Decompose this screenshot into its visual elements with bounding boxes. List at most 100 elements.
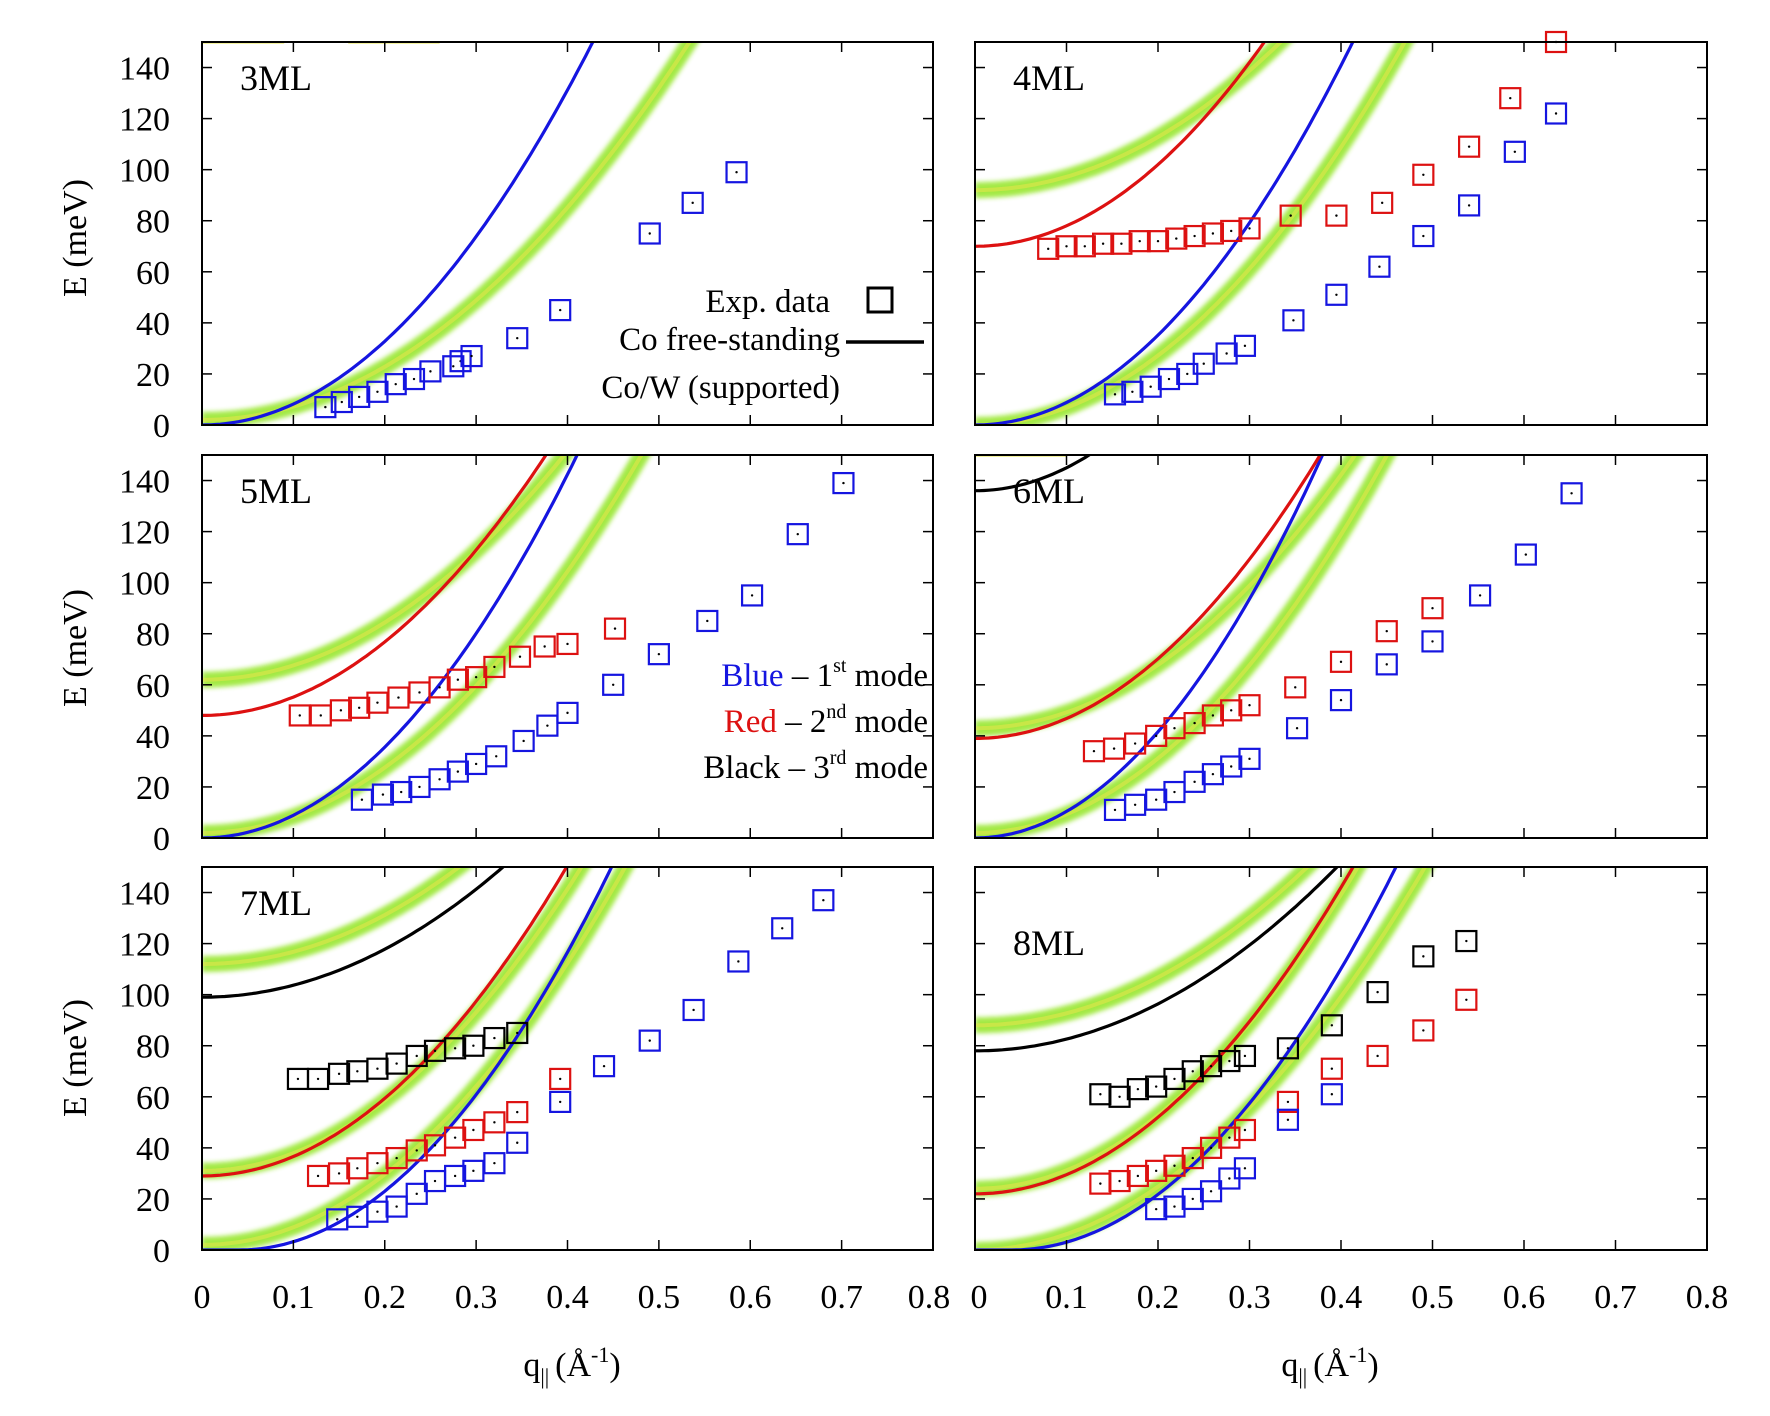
exp-point-black	[1276, 1037, 1300, 1060]
exp-point-blue	[1220, 755, 1243, 778]
exp-point-black	[286, 1067, 310, 1091]
exp-point-black	[346, 1060, 369, 1083]
exp-point-blue	[681, 191, 704, 214]
exp-point-red	[1457, 135, 1481, 158]
exp-point-red	[387, 686, 410, 709]
supported-band-core-3	[202, 867, 463, 966]
exp-point-blue	[1412, 224, 1435, 248]
x-tick-label: 0.8	[1686, 1279, 1729, 1316]
x-tick-label: 0.3	[455, 1279, 498, 1316]
y-tick-label: 0	[153, 1233, 170, 1270]
exp-point-red	[533, 635, 556, 658]
exp-point-red	[329, 699, 352, 722]
exp-point-blue	[1329, 689, 1353, 712]
exp-point-black	[1199, 1055, 1223, 1078]
exp-point-blue	[419, 360, 442, 383]
exp-point-blue	[1181, 1187, 1204, 1211]
y-tick-label: 100	[119, 978, 170, 1015]
exp-point-black	[1218, 1049, 1241, 1073]
exp-point-blue	[682, 998, 705, 1022]
supported-band-core-2	[202, 455, 567, 682]
exp-point-blue	[812, 889, 835, 912]
exp-point-red	[444, 1126, 467, 1149]
exp-point-blue	[832, 471, 855, 495]
free-standing-curve-black	[202, 867, 506, 999]
exp-point-blue	[1233, 334, 1257, 357]
y-tick-label: 140	[119, 51, 170, 88]
exp-point-blue	[485, 745, 508, 768]
exp-point-red	[506, 1101, 529, 1124]
panel-label: 7ML	[240, 883, 312, 923]
free-standing-curve-blue	[202, 867, 614, 1250]
y-tick-label: 80	[136, 204, 170, 241]
exp-point-red	[483, 655, 506, 679]
exp-point-black	[462, 1034, 485, 1057]
exp-point-blue	[385, 1195, 408, 1218]
panel-label: 5ML	[240, 471, 312, 511]
exp-point-red	[1238, 694, 1261, 717]
exp-point-blue	[549, 299, 572, 322]
exp-point-red	[1145, 1159, 1168, 1182]
exp-point-red	[483, 1111, 506, 1134]
exp-point-red	[556, 632, 579, 656]
exp-point-blue	[1544, 102, 1568, 125]
exp-point-blue	[348, 385, 371, 409]
free-standing-curve-blue	[975, 867, 1398, 1250]
exp-point-blue	[506, 327, 529, 350]
legend-supported-label: Co/W (supported)	[601, 370, 840, 406]
exp-point-blue	[1468, 584, 1492, 607]
exp-point-black	[1089, 1083, 1112, 1106]
exp-point-blue	[1375, 653, 1398, 676]
exp-point-red	[1128, 230, 1151, 253]
exp-point-red	[1145, 724, 1168, 747]
exp-point-red	[1126, 1164, 1149, 1188]
x-tick-label: 0.4	[1320, 1279, 1363, 1316]
exp-point-red	[1366, 1044, 1389, 1068]
free-standing-curve-red	[975, 867, 1355, 1196]
exp-point-black	[483, 1026, 506, 1050]
exp-point-red	[549, 1067, 572, 1091]
exp-point-red	[1201, 222, 1225, 245]
exp-point-red	[1455, 988, 1478, 1011]
exp-point-red	[1110, 232, 1133, 255]
exp-point-blue	[602, 673, 625, 696]
exp-point-red	[1421, 597, 1444, 620]
free-standing-curve-black	[975, 867, 1340, 1053]
exp-point-blue	[1514, 543, 1537, 566]
exp-point-blue	[549, 1090, 572, 1114]
legend-black-mode: Black – 3rd mode	[703, 747, 928, 786]
exp-point-blue	[740, 584, 764, 607]
exp-point-black	[306, 1067, 330, 1091]
exp-point-blue	[506, 1131, 529, 1154]
x-tick-label: 0.8	[908, 1279, 951, 1316]
exp-point-red	[1375, 620, 1398, 643]
plot-area	[975, 42, 1414, 425]
free-standing-curve-blue	[975, 42, 1355, 425]
exp-point-blue	[366, 380, 389, 403]
y-tick-label: 40	[136, 306, 170, 343]
exp-point-blue	[647, 643, 670, 666]
exp-point-red	[1037, 237, 1060, 260]
x-tick-label: 0.3	[1228, 1279, 1271, 1316]
y-axis-label-row-1: E (meV)	[57, 179, 94, 297]
exp-point-black	[1455, 929, 1478, 953]
supported-band-core-1	[975, 867, 1428, 1250]
y-axis-label-row-3: E (meV)	[57, 999, 94, 1117]
exp-point-blue	[330, 390, 353, 414]
exp-point-blue	[1163, 780, 1186, 804]
exp-point-blue	[1157, 367, 1181, 391]
y-tick-label: 0	[153, 408, 170, 445]
exp-point-blue	[1121, 380, 1144, 403]
free-standing-curve-blue	[202, 455, 579, 838]
exp-point-black	[1108, 1085, 1131, 1108]
exp-point-red	[346, 1157, 369, 1180]
exp-point-red	[1371, 191, 1394, 214]
exp-point-blue	[402, 367, 426, 391]
exp-point-red	[1412, 1019, 1435, 1042]
exp-point-red	[1238, 217, 1261, 240]
panels: 0 20 40 60 80 100 120 140 3ML 4ML 0 20 40 60 80 100 120 1…	[119, 30, 1729, 1316]
y-tick-label: 40	[136, 1131, 170, 1168]
free-standing-curve-blue	[202, 42, 595, 425]
plot-area	[975, 455, 1397, 838]
